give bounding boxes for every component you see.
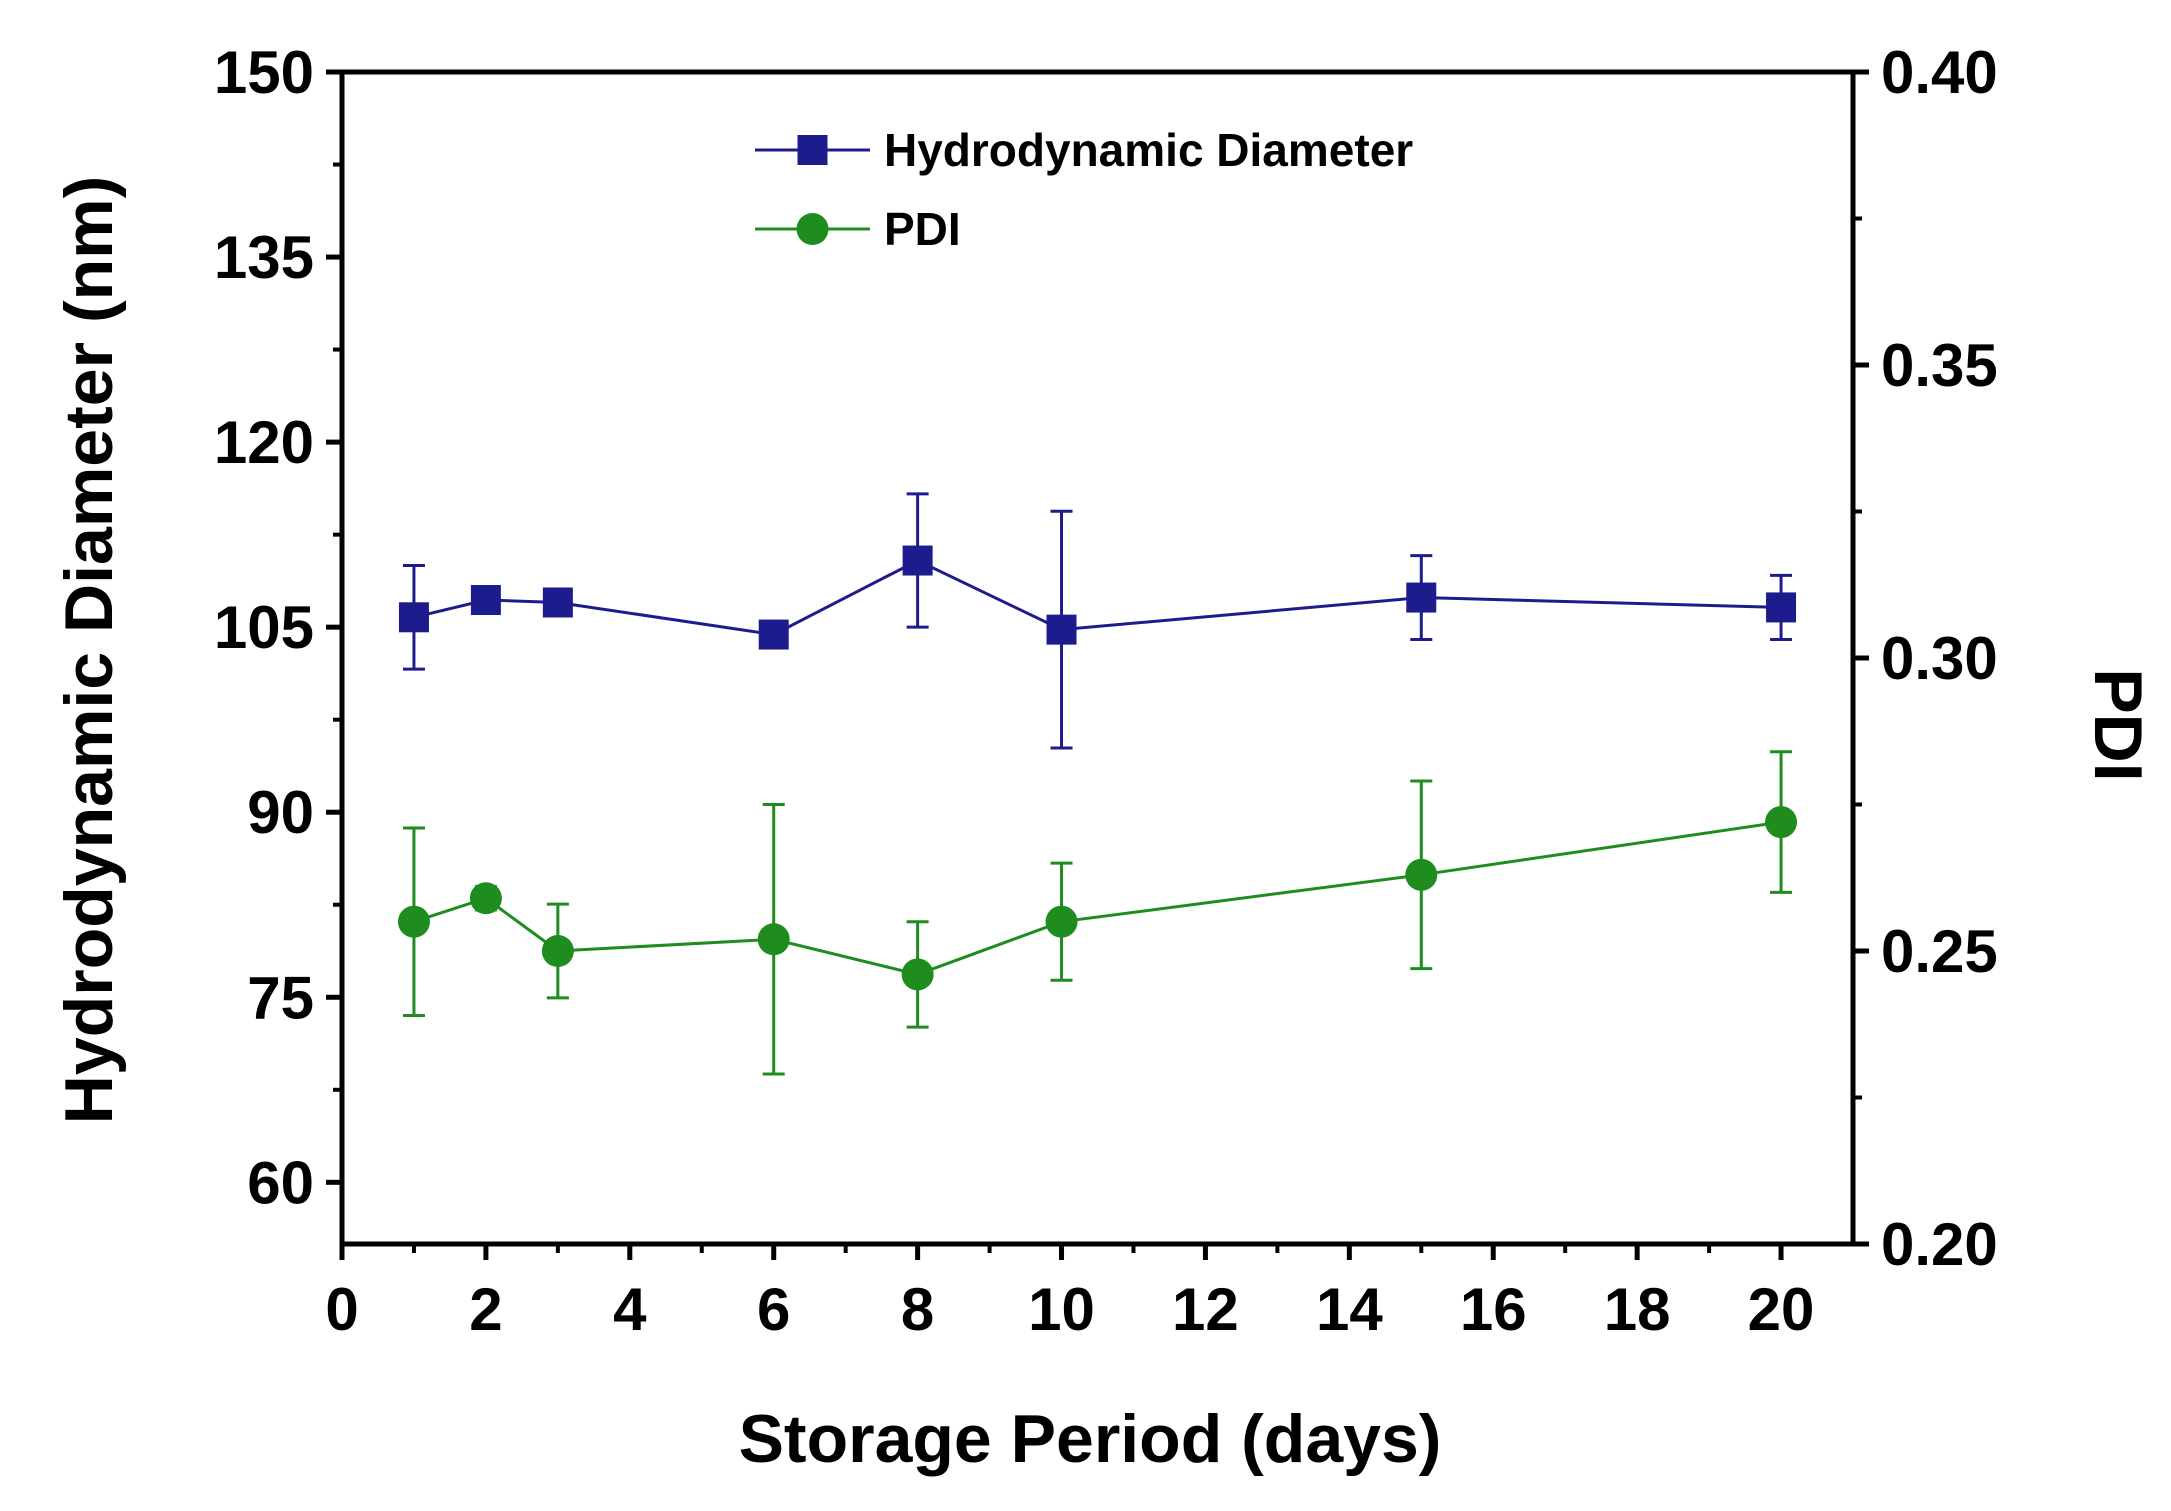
x-tick-label: 0	[325, 1276, 358, 1343]
y-left-axis-title: Hydrodynamic Diameter (nm)	[51, 176, 127, 1124]
series-pdi	[397, 750, 1798, 1076]
y-right-axis-title: PDI	[2080, 668, 2156, 781]
y-right-tick-label: 0.35	[1881, 332, 1998, 399]
series-line	[413, 558, 1782, 637]
y-left-tick-label: 135	[214, 224, 314, 291]
x-tick-label: 4	[613, 1276, 647, 1343]
plot-frame	[339, 69, 1856, 1247]
data-point	[902, 545, 933, 576]
x-tick-label: 20	[1748, 1276, 1815, 1343]
y-left-tick-label: 150	[214, 39, 314, 106]
y-left-tick-label: 105	[214, 594, 314, 661]
data-point	[1405, 858, 1438, 891]
x-tick-label: 10	[1028, 1276, 1095, 1343]
legend-item: Hydrodynamic Diameter	[755, 124, 1413, 176]
x-axis-title: Storage Period (days)	[739, 1401, 1442, 1477]
axes-layer: 0 2 4 6 8 10 12 14 16 18 20 60 75 90 105 120 135 150 0.20 0…	[214, 39, 1998, 1343]
legend-marker	[797, 135, 828, 165]
legend-item: PDI	[755, 203, 961, 255]
data-point	[1406, 582, 1437, 613]
x-tick-label: 14	[1316, 1276, 1383, 1343]
y-left-tick-label: 120	[214, 409, 314, 476]
x-tick-label: 16	[1460, 1276, 1527, 1343]
legend: Hydrodynamic Diameter PDI	[755, 124, 1413, 255]
x-tick-label: 6	[757, 1276, 790, 1343]
series-line	[413, 820, 1782, 977]
data-point	[541, 935, 574, 967]
y-right-tick-label: 0.20	[1881, 1211, 1998, 1278]
data-point	[1045, 905, 1078, 938]
data-point	[397, 905, 430, 938]
y-left-tick-label: 60	[247, 1149, 314, 1216]
y-right-tick-label: 0.40	[1881, 39, 1998, 106]
y-right-tick-label: 0.30	[1881, 625, 1998, 692]
x-tick-label: 18	[1604, 1276, 1671, 1343]
data-point	[757, 923, 790, 956]
y-left-tick-label: 90	[247, 779, 314, 846]
x-tick-label: 8	[901, 1276, 934, 1343]
x-tick-label: 12	[1172, 1276, 1239, 1343]
y-right-tick-label: 0.25	[1881, 918, 1998, 985]
data-point	[1766, 592, 1797, 623]
data-point	[469, 882, 502, 915]
series-layer	[397, 492, 1798, 1076]
legend-label: Hydrodynamic Diameter	[884, 124, 1413, 176]
data-point	[470, 585, 501, 616]
data-point	[1046, 614, 1077, 645]
data-point	[398, 602, 429, 633]
data-point	[901, 958, 934, 991]
x-tick-label: 2	[469, 1276, 502, 1343]
series-hydrodynamic-diameter	[398, 492, 1797, 750]
y-left-tick-label: 75	[247, 964, 314, 1031]
data-point	[758, 619, 789, 650]
legend-label: PDI	[884, 203, 961, 255]
legend-marker	[796, 213, 829, 245]
data-point	[1765, 806, 1798, 839]
data-point	[542, 587, 573, 618]
